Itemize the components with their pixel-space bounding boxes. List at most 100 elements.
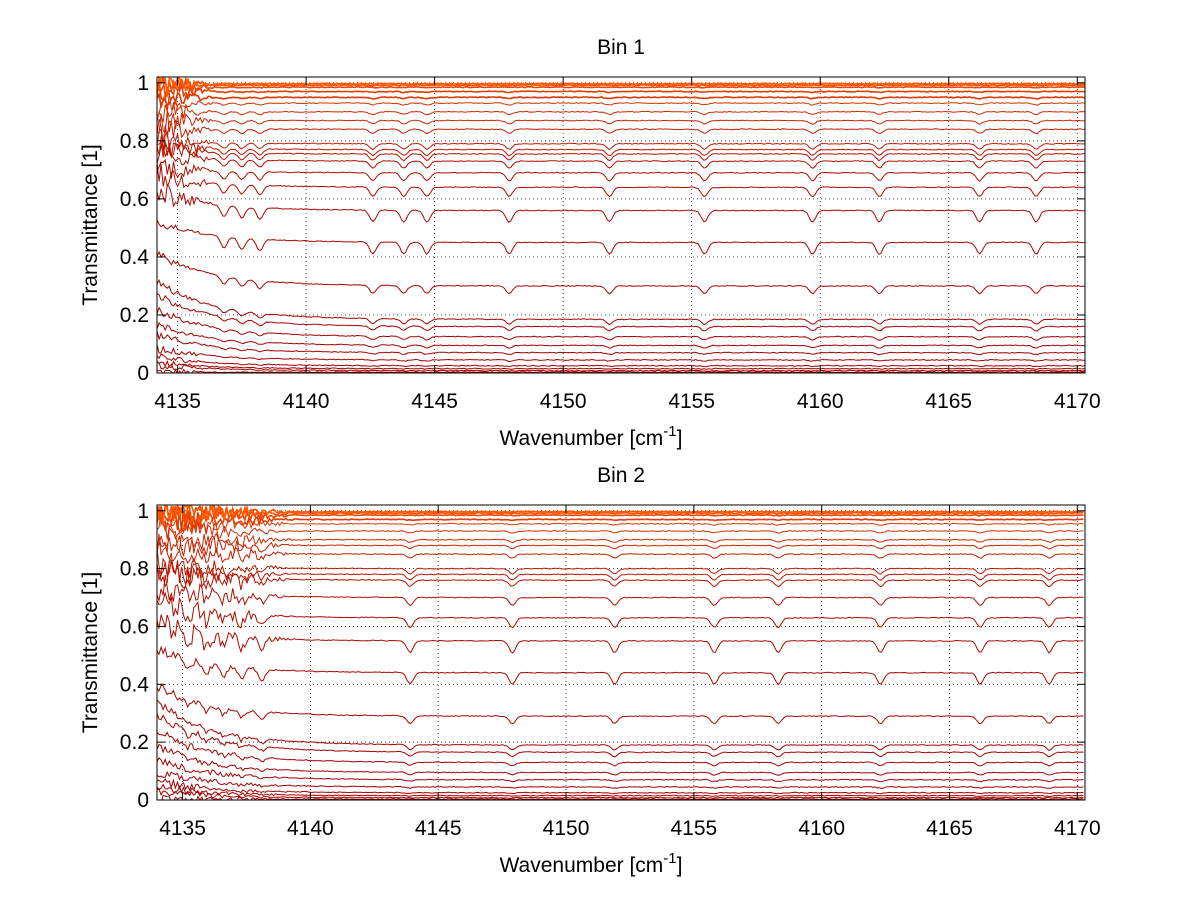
series-line: [157, 250, 1085, 295]
series-line: [157, 560, 1084, 586]
series-line: [157, 77, 1085, 96]
series-line: [157, 182, 1085, 223]
series-line: [157, 293, 1085, 332]
y-tick-label: 0: [137, 362, 149, 385]
y-tick-label: 0.2: [120, 731, 149, 754]
x-tick-label: 4165: [925, 390, 972, 413]
series-line: [157, 75, 1085, 100]
series-line: [157, 504, 1084, 529]
series-line: [157, 344, 1085, 363]
x-tick-label: 4140: [283, 390, 330, 413]
x-axis-label-sup: -1: [663, 850, 676, 867]
x-tick-label: 4170: [1054, 817, 1101, 840]
x-axis-label-main: Wavenumber [cm: [500, 854, 664, 877]
x-axis-label-end: ]: [677, 854, 683, 877]
series-line: [157, 731, 1084, 767]
series-line: [157, 353, 1085, 368]
series-line: [157, 128, 1085, 152]
series-line: [157, 321, 1085, 349]
series-line: [157, 140, 1085, 162]
series-line: [157, 506, 1084, 532]
x-axis-label-sup: -1: [663, 423, 676, 440]
series-line: [157, 306, 1085, 341]
series-line: [157, 778, 1084, 795]
plot-area: [157, 505, 1085, 800]
series-line: [157, 548, 1084, 579]
series-line: [157, 516, 1084, 540]
x-tick-label: 4160: [797, 390, 844, 413]
series-line: [157, 699, 1084, 751]
series-line: [157, 788, 1084, 799]
x-tick-label: 4160: [798, 817, 845, 840]
x-tick-label: 4145: [411, 390, 458, 413]
series-line: [157, 536, 1084, 564]
chart-2: 4135 4140 4145 4150 4155 4160 4165 4170 0 0.2 0.4 0…: [79, 464, 1101, 877]
series-line: [157, 756, 1084, 783]
series-line: [157, 101, 1085, 123]
series-group: [157, 75, 1085, 373]
series-group: [157, 503, 1084, 800]
x-axis-label-end: ]: [677, 427, 683, 450]
axes-box: [156, 504, 1086, 801]
series-line: [157, 575, 1084, 607]
y-tick-label: 0: [137, 789, 149, 812]
series-line: [157, 526, 1084, 553]
y-tick-label: 0.4: [120, 673, 150, 696]
x-tick-label: 4135: [154, 390, 201, 413]
series-line: [157, 645, 1084, 686]
series-line: [157, 504, 1084, 528]
x-tick-label: 4140: [287, 817, 334, 840]
x-tick-label: 4135: [159, 817, 206, 840]
series-line: [157, 684, 1084, 725]
series-line: [157, 510, 1084, 535]
y-tick-label: 0.4: [120, 246, 150, 269]
x-tick-label: 4155: [671, 817, 718, 840]
y-tick-label: 0.8: [120, 558, 149, 581]
series-line: [157, 136, 1085, 157]
series-line: [157, 503, 1084, 523]
y-tick-label: 1: [137, 72, 149, 95]
y-tick-label: 0.6: [120, 188, 149, 211]
series-line: [157, 158, 1085, 182]
series-line: [157, 110, 1085, 135]
series-line: [157, 360, 1085, 370]
series-line: [157, 592, 1084, 629]
plot-area: [157, 77, 1085, 373]
series-line: [157, 118, 1085, 143]
series-line: [157, 278, 1085, 326]
chart-title: Bin 1: [597, 36, 645, 59]
series-line: [157, 783, 1084, 797]
y-tick-label: 0.2: [120, 304, 149, 327]
x-axis-label: Wavenumber [cm-1]: [500, 850, 683, 877]
series-line: [157, 162, 1085, 198]
series-line: [157, 331, 1085, 356]
y-axis-label: Transmittance [1]: [79, 144, 102, 305]
y-tick-label: 0.6: [120, 615, 149, 638]
x-tick-label: 4165: [926, 817, 973, 840]
y-tick-label: 1: [137, 500, 149, 523]
series-line: [157, 614, 1084, 654]
series-line: [157, 533, 1084, 558]
x-tick-label: 4150: [540, 390, 587, 413]
series-line: [157, 561, 1084, 591]
x-axis-label-main: Wavenumber [cm: [500, 427, 664, 450]
series-line: [157, 91, 1085, 108]
series-line: [157, 145, 1085, 169]
chart-1: 4135 4140 4145 4150 4155 4160 4165 4170 0 0.2 0.4 0…: [79, 36, 1101, 450]
series-line: [157, 794, 1084, 800]
axes-box: [156, 76, 1086, 374]
x-tick-label: 4150: [543, 817, 590, 840]
x-tick-label: 4170: [1054, 390, 1101, 413]
series-line: [157, 76, 1085, 99]
x-axis-label: Wavenumber [cm-1]: [500, 423, 683, 450]
series-line: [157, 770, 1084, 790]
series-line: [157, 361, 1085, 372]
y-tick-label: 0.8: [120, 130, 149, 153]
y-axis-label: Transmittance [1]: [79, 572, 102, 733]
series-line: [157, 743, 1084, 776]
x-tick-label: 4155: [668, 390, 715, 413]
series-line: [157, 713, 1084, 758]
series-line: [157, 80, 1085, 103]
